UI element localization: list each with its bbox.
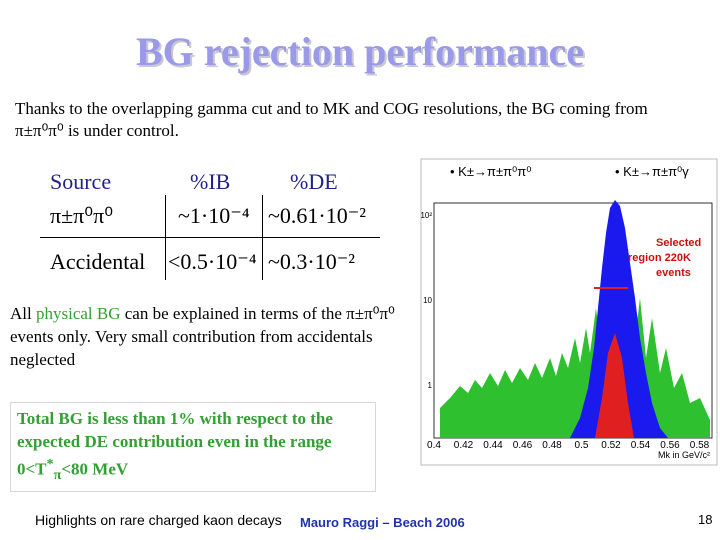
annotation: Selected (656, 237, 701, 249)
table-cell: ~1·10⁻⁴ (178, 203, 250, 228)
text: can be explained in terms of the π±π⁰π⁰ … (10, 304, 395, 369)
table-line (262, 195, 263, 280)
annotation: region 220K (628, 252, 691, 264)
table-cell: ~0.61·10⁻² (268, 203, 366, 228)
page-number: 18 (698, 512, 713, 527)
red-peak (595, 333, 634, 438)
x-tick-label: 0.48 (542, 440, 562, 451)
x-tick-label: 0.42 (454, 440, 474, 451)
footer-center: Mauro Raggi – Beach 2006 (300, 515, 465, 530)
table: Source %IB %DE π±π⁰π⁰ ~1·10⁻⁴ ~0.61·10⁻²… (40, 165, 385, 285)
slide-title: BG rejection performance (136, 29, 584, 74)
table-header: %DE (290, 169, 338, 194)
footer-left: Highlights on rare charged kaon decays (35, 512, 282, 528)
text: * (46, 456, 54, 472)
text: All (10, 304, 36, 323)
x-tick-label: 0.46 (513, 440, 533, 451)
x-tick-label: 0.5 (575, 440, 589, 451)
x-axis-title: Mk in GeV/c² (658, 450, 710, 460)
y-tick-label: 10 (423, 296, 432, 305)
plot-label: • K±→π±π⁰γ (615, 164, 689, 179)
table-cell: Accidental (50, 249, 146, 274)
annotation: events (656, 267, 691, 279)
table-header: %IB (190, 169, 231, 194)
table-cell: ~0.3·10⁻² (268, 249, 355, 274)
text: Total BG is less than 1% with respect to… (17, 409, 333, 479)
highlight-box: Total BG is less than 1% with respect to… (10, 402, 376, 493)
x-tick-label: 0.58 (690, 440, 710, 451)
highlight-text: physical BG (35, 304, 121, 323)
y-tick-label: 1 (428, 381, 433, 390)
plot-label: • K±→π±π⁰π⁰ (450, 164, 531, 179)
table-line (165, 195, 166, 280)
text: <80 MeV (61, 459, 129, 479)
x-tick-label: 0.44 (483, 440, 503, 451)
table-line (40, 237, 380, 238)
x-tick-label: 0.4 (427, 440, 441, 451)
intro-text: Thanks to the overlapping gamma cut and … (15, 99, 648, 140)
table-cell: π±π⁰π⁰ (50, 203, 114, 228)
paragraph: All physical BG can be explained in term… (10, 302, 410, 371)
table-header: Source (50, 169, 112, 194)
table-cell: <0.5·10⁻⁴ (168, 249, 257, 274)
blue-peak (570, 200, 668, 438)
x-tick-label: 0.52 (601, 440, 621, 451)
histogram: • K±→π±π⁰π⁰ • K±→π±π⁰γ Selected region 2… (420, 158, 718, 466)
x-tick-label: 0.56 (660, 440, 680, 451)
y-tick-label: 10² (420, 211, 432, 220)
text: π (53, 467, 62, 484)
x-tick-label: 0.54 (631, 440, 651, 451)
